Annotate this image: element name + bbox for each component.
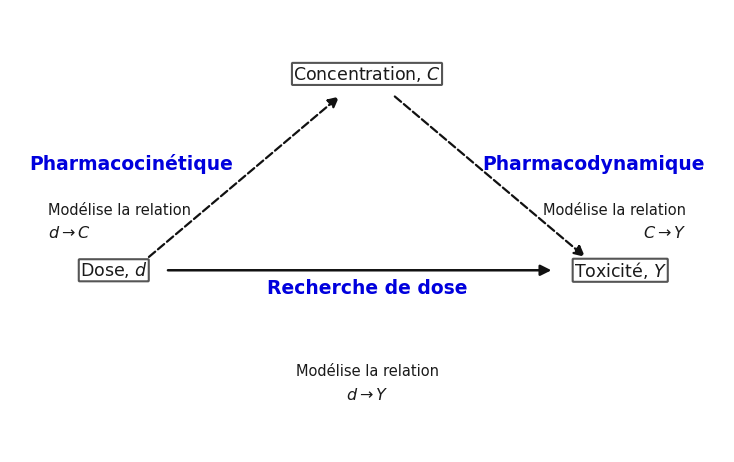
Text: $C \rightarrow Y$: $C \rightarrow Y$: [643, 225, 686, 241]
Text: Dose, $d$: Dose, $d$: [80, 260, 148, 280]
Text: Modélise la relation: Modélise la relation: [48, 203, 191, 218]
Text: Concentration, $C$: Concentration, $C$: [293, 64, 441, 84]
Text: Modélise la relation: Modélise la relation: [296, 365, 438, 379]
Text: Toxicité, $Y$: Toxicité, $Y$: [574, 260, 666, 281]
Text: $d \rightarrow Y$: $d \rightarrow Y$: [346, 387, 388, 403]
Text: Pharmacocinétique: Pharmacocinétique: [29, 154, 233, 174]
Text: Recherche de dose: Recherche de dose: [266, 279, 468, 298]
Text: Modélise la relation: Modélise la relation: [543, 203, 686, 218]
Text: Pharmacodynamique: Pharmacodynamique: [482, 154, 705, 174]
Text: $d \rightarrow C$: $d \rightarrow C$: [48, 225, 90, 241]
